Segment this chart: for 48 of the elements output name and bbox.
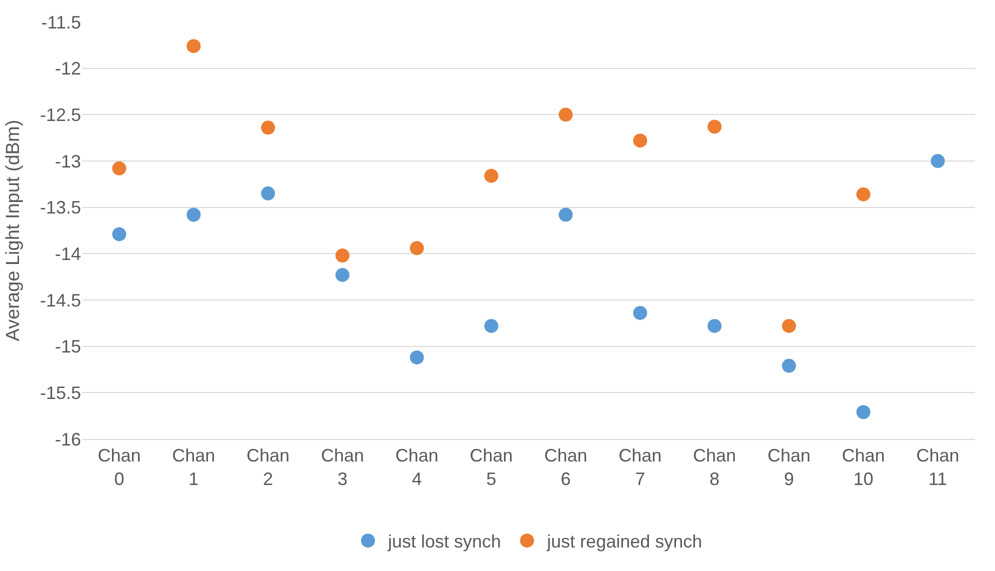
point — [335, 268, 350, 282]
legend-label: just regained synch — [546, 532, 702, 552]
point — [856, 187, 870, 202]
x-tick-label: Chan 2 — [246, 446, 290, 489]
x-tick-label: Chan 4 — [395, 446, 438, 489]
point — [261, 186, 276, 200]
x-tick-label: Chan 6 — [544, 446, 588, 489]
x-tick-label: Chan 8 — [693, 446, 736, 489]
x-tick-label: Chan 9 — [767, 446, 810, 489]
point — [186, 39, 201, 54]
x-tick-label: Chan 11 — [916, 446, 960, 489]
x-tick-label: Chan 5 — [470, 446, 513, 489]
x-tick-label: Chan 3 — [320, 446, 364, 489]
point — [782, 318, 796, 333]
point — [558, 208, 573, 222]
y-tick-label: -16 — [54, 429, 81, 450]
y-tick-label: -11.5 — [41, 12, 81, 32]
point — [484, 318, 498, 333]
point — [410, 350, 424, 364]
point — [633, 306, 648, 320]
point — [335, 248, 350, 263]
x-tick-label: Chan 0 — [98, 446, 141, 489]
y-tick-label: -14.5 — [40, 290, 81, 310]
point — [186, 208, 201, 222]
point — [558, 108, 573, 122]
point — [112, 227, 126, 242]
x-tick-label: Chan 7 — [618, 446, 662, 489]
y-axis-title: Average Light Input (dBm) — [2, 120, 24, 342]
y-tick-label: -14 — [54, 244, 81, 264]
point — [112, 161, 126, 176]
point — [633, 134, 648, 148]
y-tick-label: -15 — [54, 336, 81, 357]
y-tick-label: -13 — [54, 151, 81, 172]
point — [410, 241, 424, 256]
y-tick-label: -12.5 — [40, 104, 81, 125]
y-tick-label: -13.5 — [40, 198, 81, 218]
y-tick-label: -12 — [54, 58, 81, 79]
point — [708, 120, 722, 134]
point — [708, 318, 722, 333]
point — [261, 120, 276, 135]
point — [930, 154, 945, 168]
point — [484, 168, 498, 183]
point — [782, 358, 796, 373]
point — [856, 405, 870, 420]
y-tick-label: -15.5 — [40, 382, 81, 403]
legend-label: just lost synch — [387, 532, 502, 552]
x-tick-label: Chan 1 — [172, 446, 216, 489]
x-tick-label: Chan 10 — [842, 446, 885, 489]
